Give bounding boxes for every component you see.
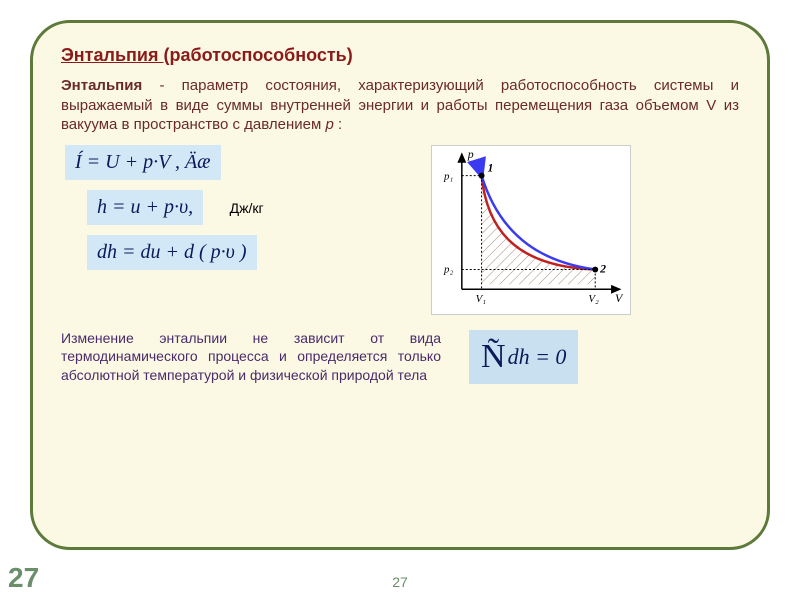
formula-1: Í = U + p·V , Äæ: [65, 145, 221, 180]
slide-title: Энтальпия (работоспособность): [61, 45, 739, 66]
title-rest: (работоспособность): [163, 45, 352, 65]
chart-p1-label: p₁: [443, 170, 453, 182]
chart-x-label: V: [615, 291, 624, 305]
chart-v1-label: V₁: [476, 293, 487, 305]
slide-number-large: 27: [8, 562, 39, 594]
slide-number-center: 27: [392, 574, 408, 590]
definition-paragraph: Энтальпия - параметр состояния, характер…: [61, 76, 739, 135]
chart-y-label: p: [467, 146, 474, 160]
chart-pt1-label: 1: [488, 160, 494, 174]
formula-2-unit: Дж/кг: [230, 200, 264, 216]
integral-symbol: Ñ: [481, 338, 506, 376]
para-bold-lead: Энтальпия: [61, 77, 142, 94]
formula-3: dh = du + d ( p·υ ): [87, 235, 257, 270]
chart-p2-label: p₂: [443, 263, 453, 275]
title-underlined: Энтальпия: [61, 45, 163, 65]
integral-formula: Ñ dh = 0: [469, 330, 578, 384]
chart-column: p V p₁ p₂ V₁ V₂ 1 2: [426, 145, 636, 315]
footer-row: Изменение энтальпии не зависит от вида т…: [61, 329, 739, 386]
formulas-column: Í = U + p·V , Äæ h = u + p·υ, Дж/кг dh =…: [61, 145, 406, 280]
para-text: - параметр состояния, характеризующий ра…: [61, 77, 739, 133]
chart-v2-label: V₂: [588, 293, 599, 305]
integral-expr: dh = 0: [508, 344, 567, 370]
pv-chart: p V p₁ p₂ V₁ V₂ 1 2: [431, 145, 631, 315]
chart-pt2-label: 2: [599, 261, 606, 275]
formula-2: h = u + p·υ,: [87, 190, 203, 225]
formulas-and-chart-row: Í = U + p·V , Äæ h = u + p·υ, Дж/кг dh =…: [61, 145, 739, 315]
para-p-italic: p: [325, 116, 333, 133]
slide-container: Энтальпия (работоспособность) Энтальпия …: [30, 20, 770, 550]
note-text: Изменение энтальпии не зависит от вида т…: [61, 329, 441, 386]
para-tail: :: [334, 116, 342, 133]
